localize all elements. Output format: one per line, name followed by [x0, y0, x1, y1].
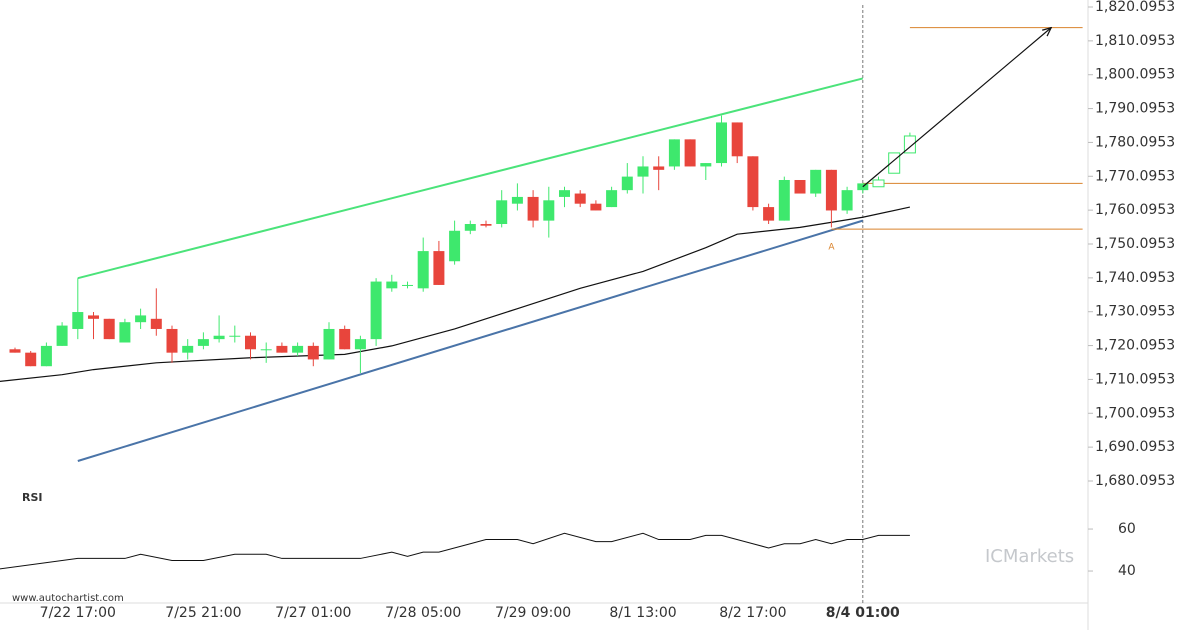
y-tick-label: 1,700.0953 [1095, 405, 1175, 421]
y-tick-label: 1,690.0953 [1095, 439, 1175, 455]
candle-body [903, 135, 916, 154]
candle-body [653, 166, 665, 170]
y-tick-label: 1,810.0953 [1095, 33, 1175, 49]
candle-body [135, 315, 147, 323]
candle-body [323, 328, 335, 360]
candle-body [72, 312, 84, 329]
y-tick-label: 1,820.0953 [1095, 0, 1175, 15]
x-tick-label: 7/27 01:00 [275, 605, 351, 621]
candle-body [119, 322, 131, 343]
candle-body [700, 163, 712, 167]
candle-body [166, 328, 178, 353]
candle-body [543, 200, 555, 221]
candle-body [872, 179, 885, 188]
x-tick-label: 8/2 17:00 [719, 605, 786, 621]
candle-body [637, 166, 649, 177]
candle-body [668, 139, 680, 167]
y-tick-label: 1,790.0953 [1095, 101, 1175, 117]
candle-body [527, 196, 539, 221]
y-tick-label: 1,760.0953 [1095, 202, 1175, 218]
y-tick-label: 1,730.0953 [1095, 304, 1175, 320]
candle-body [794, 179, 806, 194]
candle-body [402, 284, 413, 286]
candle-body [684, 139, 696, 167]
candle-body [339, 328, 351, 350]
candle-body [590, 203, 602, 211]
y-tick-label: 1,720.0953 [1095, 338, 1175, 354]
candle-body [433, 251, 445, 285]
candle-body [370, 281, 382, 340]
candle-body [511, 196, 523, 204]
candle-body [888, 152, 901, 174]
candle-body [25, 352, 37, 367]
y-tick-label: 1,800.0953 [1095, 67, 1175, 83]
rsi-tick-label: 40 [1118, 563, 1136, 579]
candle-body [182, 345, 194, 353]
x-tick-label: 7/22 17:00 [40, 605, 116, 621]
rsi-line [0, 532, 910, 570]
candle-body [825, 169, 837, 211]
candle-body [229, 335, 241, 337]
candle-body [778, 179, 790, 221]
x-tick-label: 7/29 09:00 [495, 605, 571, 621]
candle-body [9, 349, 21, 353]
candle-body [245, 335, 256, 350]
candle-body [731, 122, 743, 157]
x-tick-label: 7/25 21:00 [165, 605, 241, 621]
candle-body [40, 345, 52, 367]
candle-body [810, 169, 822, 194]
watermark: ICMarkets [985, 546, 1074, 567]
candle-body [88, 315, 99, 319]
x-tick-label: 7/28 05:00 [385, 605, 461, 621]
candle-body [449, 230, 461, 262]
candle-body [386, 281, 398, 289]
y-tick-label: 1,780.0953 [1095, 134, 1175, 150]
candle-body [276, 345, 288, 353]
candle-body [213, 335, 225, 340]
y-tick-label: 1,740.0953 [1095, 270, 1175, 286]
rsi-tick-label: 60 [1118, 521, 1136, 537]
candle-body [103, 318, 115, 340]
candle-body [559, 190, 570, 197]
candle-body [292, 345, 304, 353]
candle-body [496, 200, 508, 225]
candle-body [606, 190, 618, 208]
candle-body [574, 193, 586, 204]
candle-body [747, 156, 759, 208]
candle-body [464, 224, 476, 231]
candle-body [260, 349, 272, 351]
candle-body [480, 224, 492, 226]
candle-body [621, 176, 633, 191]
candle-body [841, 190, 853, 211]
y-tick-label: 1,770.0953 [1095, 168, 1175, 184]
rsi-label: RSI [22, 491, 43, 504]
y-tick-label: 1,710.0953 [1095, 371, 1175, 387]
candle-body [716, 122, 727, 164]
y-tick-label: 1,680.0953 [1095, 473, 1175, 489]
forecast-arrow [862, 28, 1051, 188]
moving-average [0, 206, 911, 382]
candle-body [56, 325, 68, 346]
channel-upper [77, 77, 864, 280]
y-tick-label: 1,750.0953 [1095, 236, 1175, 252]
candle-body [197, 339, 209, 346]
x-tick-label: 8/1 13:00 [609, 605, 676, 621]
x-tick-label: 8/4 01:00 [826, 605, 900, 621]
channel-lower [77, 219, 864, 462]
candle-body [763, 207, 775, 221]
candle-body [150, 318, 162, 329]
candle-body [417, 251, 429, 289]
candle-body [307, 345, 319, 360]
source: www.autochartist.com [12, 593, 124, 604]
candle-body [354, 339, 366, 350]
annotation: A [828, 242, 835, 252]
